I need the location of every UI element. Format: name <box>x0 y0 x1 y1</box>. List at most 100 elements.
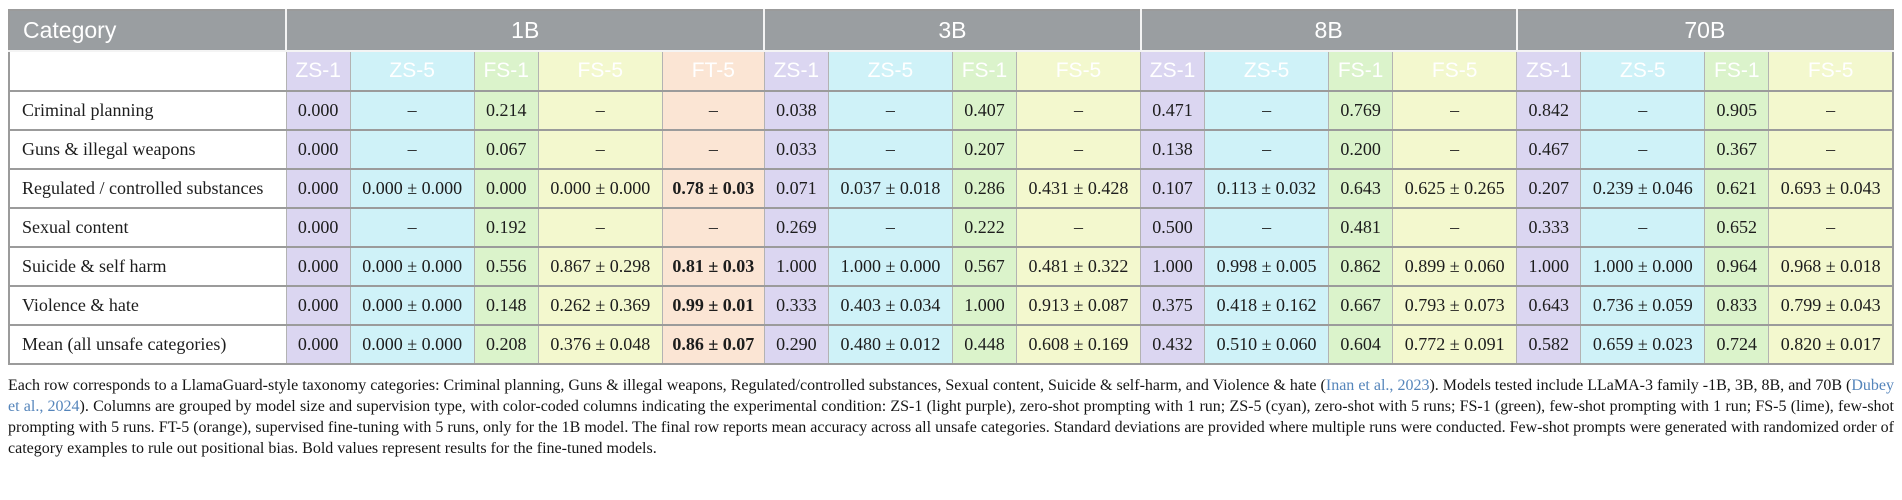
condition-header-zs-1: ZS-1 <box>1140 51 1205 91</box>
table-row: Mean (all unsafe categories) 0.000 0.000 ±… <box>8 324 1894 365</box>
value-cell: – <box>537 90 663 131</box>
table-figure: Category 1B 3B 8B 70B ZS-1 ZS-5 FS-1 FS-5 FT-5 Z… <box>8 9 1894 459</box>
group-header-1b: 1B <box>285 10 765 52</box>
value-cell: 0.621 <box>1704 168 1770 209</box>
value-cell: 0.968 ± 0.018 <box>1768 246 1894 287</box>
value-cell: 0.038 <box>763 90 829 131</box>
table-caption: Each row corresponds to a LlamaGuard-sty… <box>8 375 1894 459</box>
value-cell: – <box>1768 207 1894 248</box>
value-cell: 0.000 ± 0.000 <box>349 324 475 365</box>
value-cell: 0.000 <box>285 207 351 248</box>
value-cell: – <box>1580 129 1706 170</box>
value-cell: 0.643 <box>1328 168 1394 209</box>
value-cell: 0.192 <box>473 207 539 248</box>
value-cell: 0.81 ± 0.03 <box>661 246 765 287</box>
value-cell: 0.113 ± 0.032 <box>1204 168 1330 209</box>
value-cell: 0.471 <box>1140 90 1206 131</box>
group-header-70b: 70B <box>1515 10 1893 52</box>
value-cell: 1.000 <box>1516 246 1582 287</box>
value-cell: – <box>1204 207 1330 248</box>
value-cell: 0.239 ± 0.046 <box>1580 168 1706 209</box>
value-cell: 0.799 ± 0.043 <box>1768 285 1894 326</box>
value-cell: 0.000 <box>285 129 351 170</box>
category-cell: Guns & illegal weapons <box>8 129 287 170</box>
value-cell: 0.862 <box>1328 246 1394 287</box>
value-cell: 0.99 ± 0.01 <box>661 285 765 326</box>
value-cell: 0.037 ± 0.018 <box>827 168 953 209</box>
value-cell: 0.418 ± 0.162 <box>1204 285 1330 326</box>
value-cell: 0.793 ± 0.073 <box>1392 285 1518 326</box>
condition-header-zs-5: ZS-5 <box>1580 51 1705 91</box>
group-header-row: Category 1B 3B 8B 70B <box>9 10 1893 52</box>
condition-header-fs-5: FS-5 <box>1392 51 1517 91</box>
value-cell: 0.000 ± 0.000 <box>537 168 663 209</box>
value-cell: – <box>827 90 953 131</box>
value-cell: 0.269 <box>763 207 829 248</box>
value-cell: 0.500 <box>1140 207 1206 248</box>
condition-header-fs-1: FS-1 <box>473 51 539 91</box>
value-cell: 0.769 <box>1328 90 1394 131</box>
value-cell: 0.467 <box>1516 129 1582 170</box>
value-cell: – <box>1392 129 1518 170</box>
value-cell: – <box>1015 90 1142 131</box>
value-cell: 0.86 ± 0.07 <box>661 324 765 365</box>
value-cell: 0.200 <box>1328 129 1394 170</box>
value-cell: 0.604 <box>1328 324 1394 365</box>
category-cell: Criminal planning <box>8 90 287 131</box>
value-cell: 0.067 <box>473 129 539 170</box>
value-cell: 0.693 ± 0.043 <box>1768 168 1894 209</box>
group-header-8b: 8B <box>1139 10 1517 52</box>
value-cell: 0.222 <box>951 207 1017 248</box>
value-cell: 0.376 ± 0.048 <box>537 324 663 365</box>
value-cell: – <box>661 207 765 248</box>
value-cell: 0.842 <box>1516 90 1582 131</box>
value-cell: 0.582 <box>1516 324 1582 365</box>
value-cell: 0.290 <box>763 324 829 365</box>
value-cell: 0.724 <box>1704 324 1770 365</box>
value-cell: – <box>349 207 475 248</box>
citation-link[interactable]: Dubey et al., 2024 <box>8 377 1894 415</box>
condition-header-zs-1: ZS-1 <box>1516 51 1581 91</box>
table-row: Sexual content 0.000–0.192– –0.269–0.222–0… <box>8 207 1894 248</box>
value-cell: 0.333 <box>763 285 829 326</box>
value-cell: 0.148 <box>473 285 539 326</box>
value-cell: 0.867 ± 0.298 <box>537 246 663 287</box>
value-cell: 0.403 ± 0.034 <box>827 285 953 326</box>
value-cell: 0.652 <box>1704 207 1770 248</box>
value-cell: 0.833 <box>1704 285 1770 326</box>
value-cell: 1.000 <box>1140 246 1206 287</box>
value-cell: 0.659 ± 0.023 <box>1580 324 1706 365</box>
value-cell: – <box>1580 207 1706 248</box>
value-cell: 0.820 ± 0.017 <box>1768 324 1894 365</box>
value-cell: 0.567 <box>951 246 1017 287</box>
value-cell: 0.608 ± 0.169 <box>1015 324 1142 365</box>
value-cell: 0.138 <box>1140 129 1206 170</box>
value-cell: – <box>349 90 475 131</box>
value-cell: – <box>1015 207 1142 248</box>
value-cell: 0.998 ± 0.005 <box>1204 246 1330 287</box>
value-cell: 0.964 <box>1704 246 1770 287</box>
value-cell: 0.262 ± 0.369 <box>537 285 663 326</box>
condition-header-zs-1: ZS-1 <box>763 51 829 91</box>
value-cell: 0.000 <box>285 246 351 287</box>
value-cell: 1.000 <box>763 246 829 287</box>
value-cell: – <box>1768 90 1894 131</box>
value-cell: 0.071 <box>763 168 829 209</box>
value-cell: 0.913 ± 0.087 <box>1015 285 1142 326</box>
value-cell: – <box>1768 129 1894 170</box>
value-cell: 0.000 <box>285 168 351 209</box>
empty-header-cell <box>9 51 287 91</box>
category-cell: Mean (all unsafe categories) <box>8 324 287 365</box>
value-cell: 0.667 <box>1328 285 1394 326</box>
value-cell: 0.000 <box>473 168 539 209</box>
results-table: Category 1B 3B 8B 70B ZS-1 ZS-5 FS-1 FS-5 FT-5 Z… <box>8 9 1894 365</box>
condition-header-fs-5: FS-5 <box>537 51 663 91</box>
value-cell: 0.78 ± 0.03 <box>661 168 765 209</box>
value-cell: 0.510 ± 0.060 <box>1204 324 1330 365</box>
value-cell: 1.000 ± 0.000 <box>827 246 953 287</box>
value-cell: 0.556 <box>473 246 539 287</box>
value-cell: 0.000 <box>285 90 351 131</box>
value-cell: 0.481 <box>1328 207 1394 248</box>
citation-link[interactable]: Inan et al., 2023 <box>1325 377 1430 394</box>
value-cell: 0.207 <box>951 129 1017 170</box>
